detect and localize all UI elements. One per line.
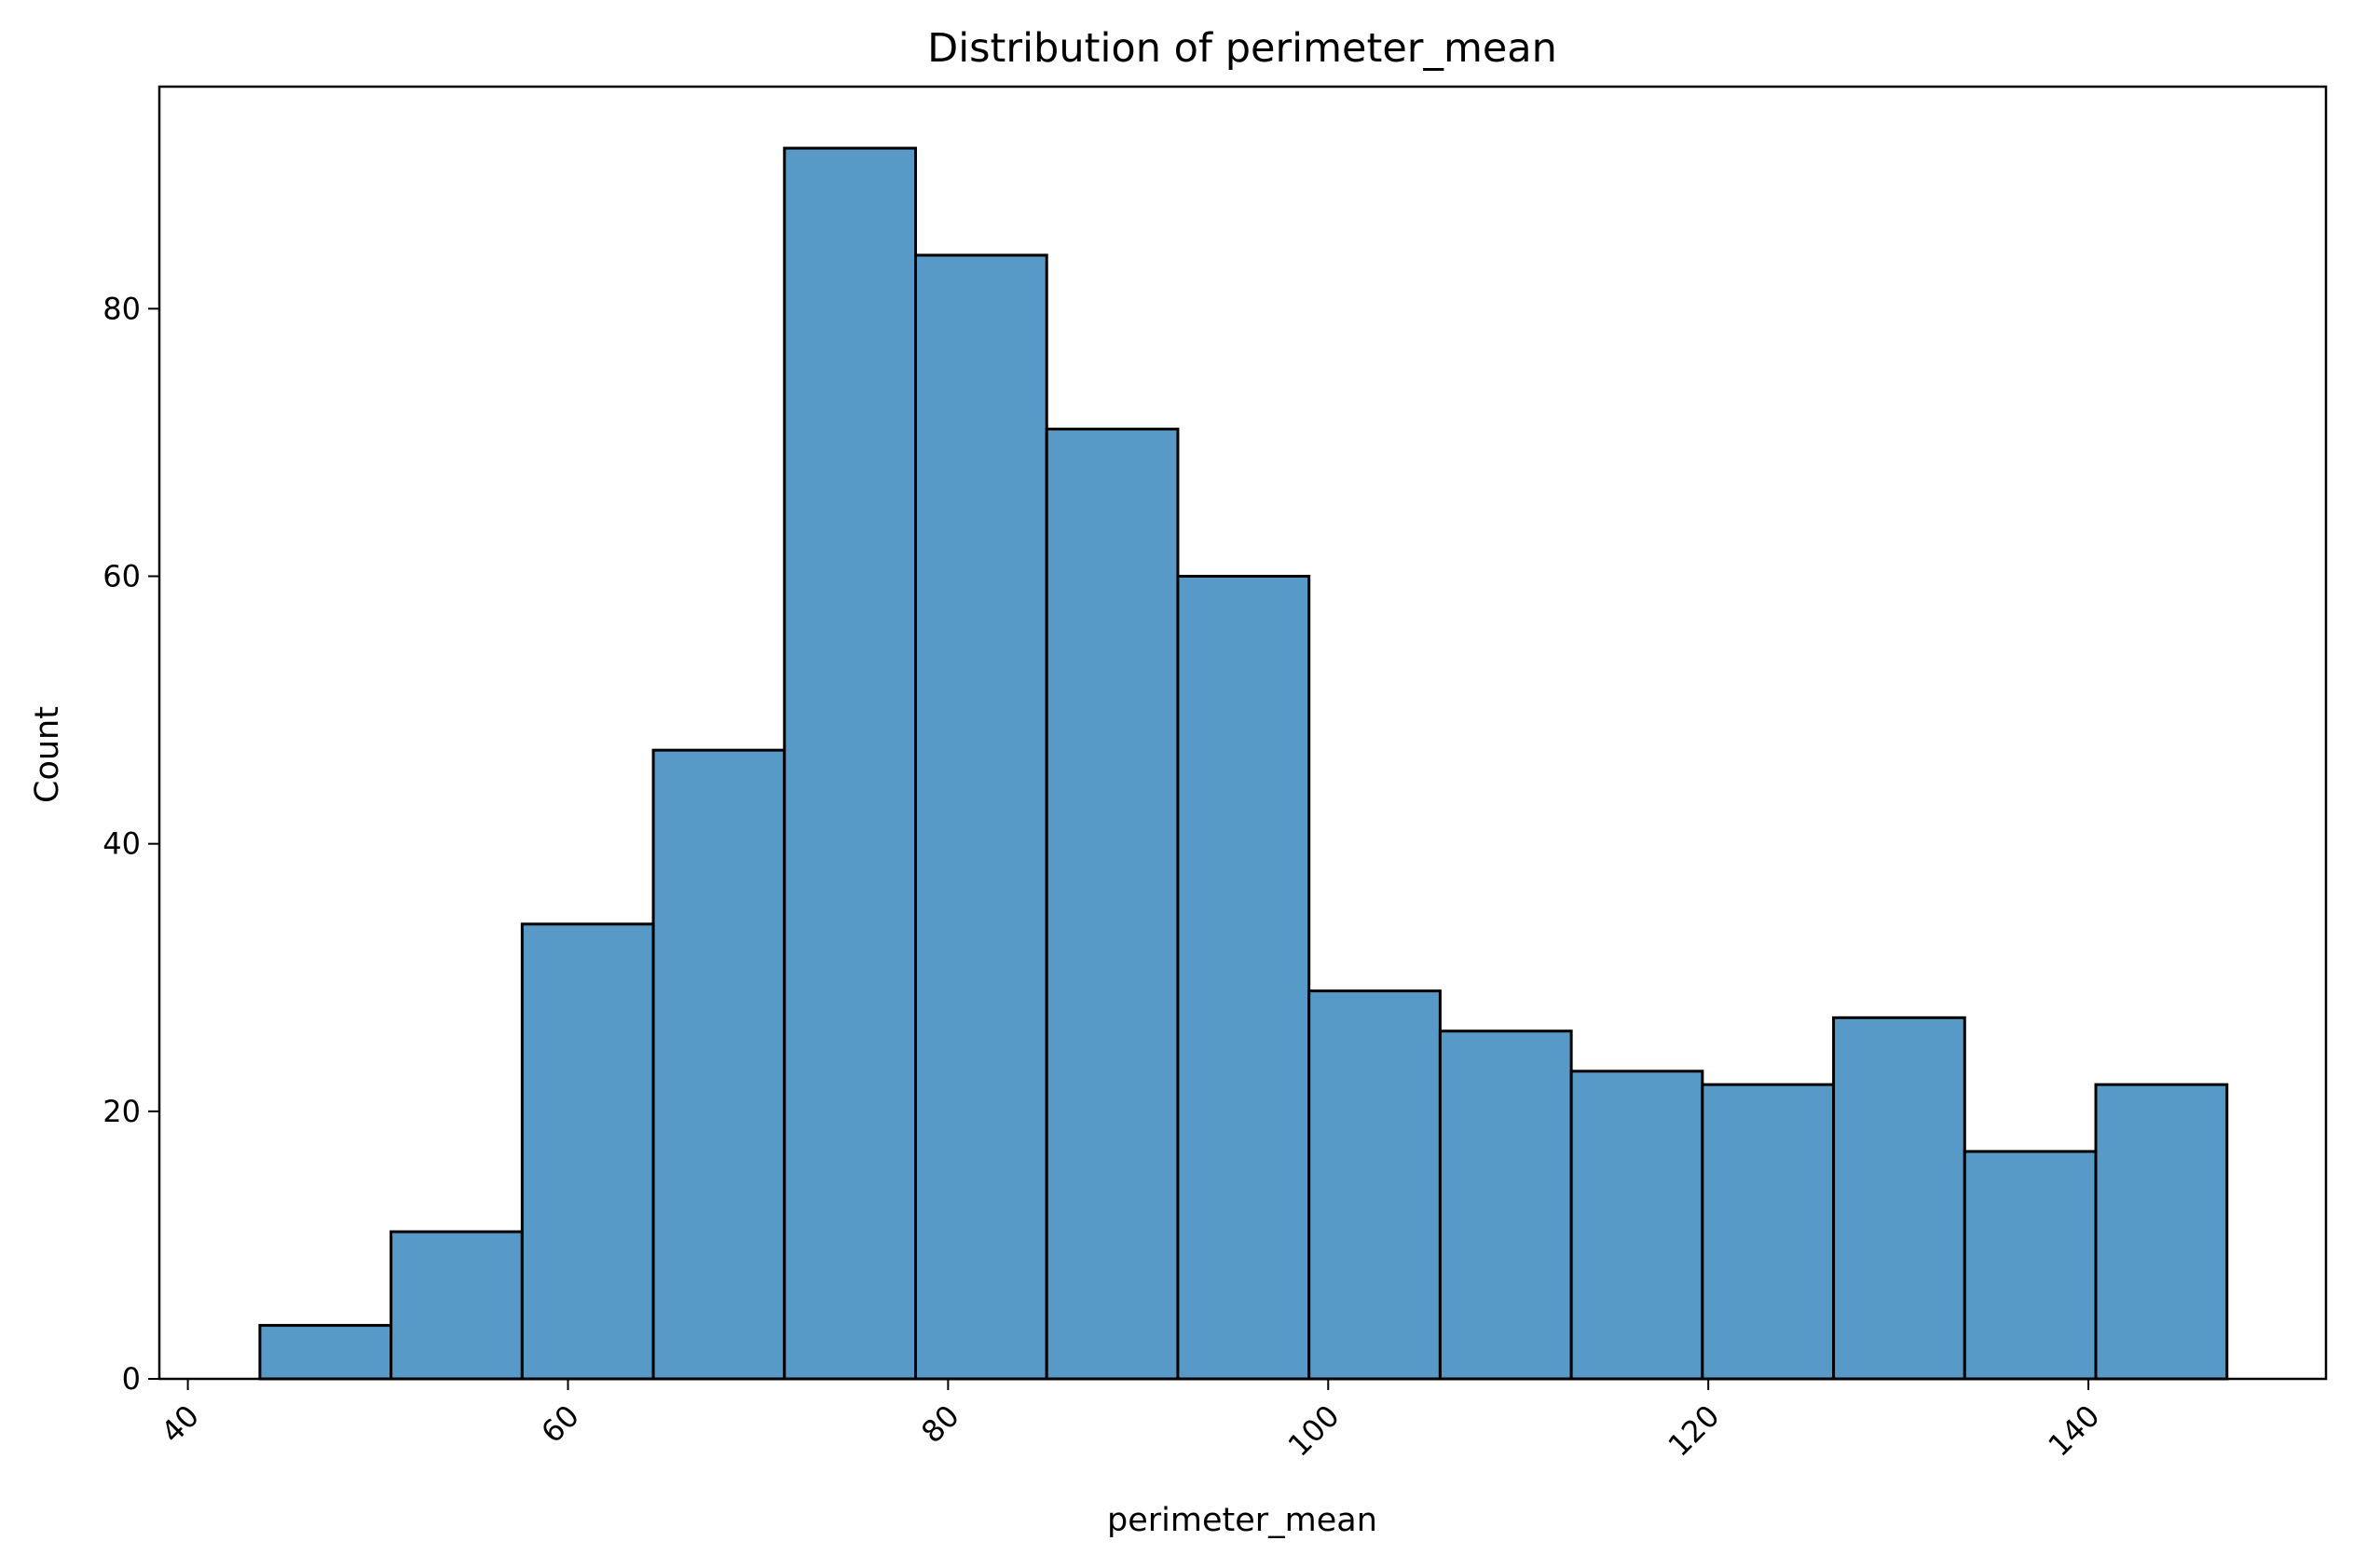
histogram-bar-8 <box>1176 575 1311 1381</box>
histogram-bar-13 <box>1832 1016 1966 1381</box>
x-tick-label: 80 <box>914 1398 966 1451</box>
plot-frame <box>157 85 2328 1381</box>
histogram-bar-1 <box>258 1324 393 1381</box>
x-tick-label: 100 <box>1281 1398 1347 1464</box>
y-tick-label: 20 <box>103 1094 141 1129</box>
x-tick-label: 120 <box>1662 1398 1727 1464</box>
histogram-bar-7 <box>1045 428 1180 1381</box>
y-axis-ticks: 0 20 40 60 80 <box>103 291 159 1397</box>
histogram-bar-3 <box>520 922 655 1381</box>
y-tick-label: 40 <box>103 826 141 862</box>
x-tick-label: 40 <box>154 1398 206 1451</box>
histogram-bar-11 <box>1569 1070 1704 1381</box>
chart-title: Distribution of perimeter_mean <box>927 25 1557 72</box>
x-axis-ticks: 40 60 80 100 120 140 <box>154 1379 2107 1464</box>
histogram-bar-2 <box>390 1230 524 1381</box>
histogram-bar-5 <box>783 146 918 1381</box>
histogram-bar-6 <box>914 253 1048 1381</box>
y-axis-label: Count <box>29 706 66 803</box>
histogram-bar-10 <box>1438 1029 1573 1381</box>
histogram-bar-12 <box>1701 1083 1836 1381</box>
x-axis-label: perimeter_mean <box>1107 1502 1377 1539</box>
y-tick-label: 60 <box>103 559 141 594</box>
x-tick-label: 140 <box>2041 1398 2106 1464</box>
y-tick-label: 0 <box>122 1361 141 1397</box>
y-tick-label: 80 <box>103 291 141 326</box>
histogram-bar-15 <box>2094 1083 2229 1381</box>
histogram-bar-14 <box>1963 1150 2098 1381</box>
bars-group <box>258 146 2229 1381</box>
x-tick-label: 60 <box>534 1398 586 1451</box>
histogram-bar-9 <box>1307 989 1442 1381</box>
histogram-bar-4 <box>651 748 787 1381</box>
